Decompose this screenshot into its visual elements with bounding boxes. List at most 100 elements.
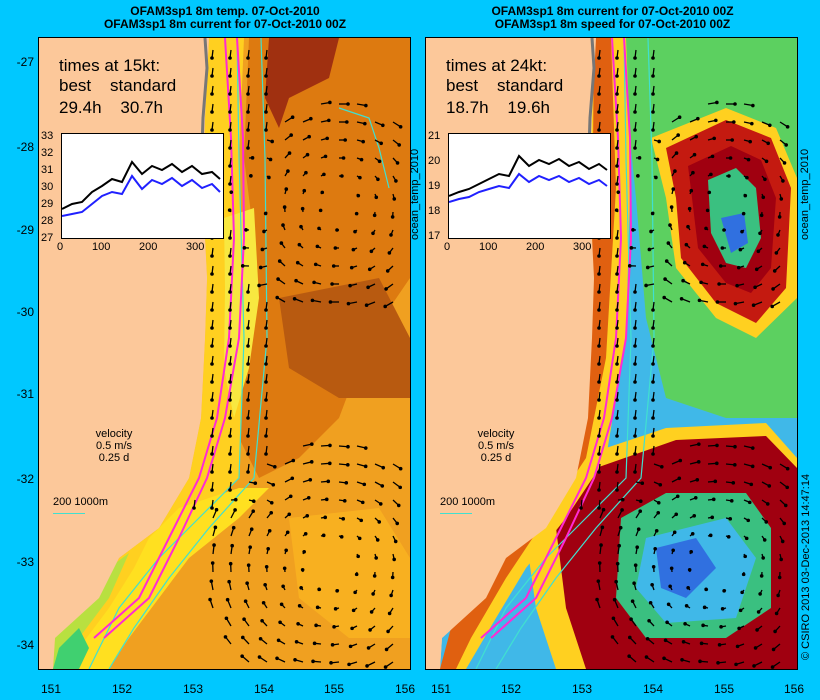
current-arrow-head bbox=[389, 233, 393, 237]
current-arrow-head bbox=[728, 156, 733, 160]
current-arrow-head bbox=[651, 92, 655, 96]
current-arrow-head bbox=[328, 300, 333, 304]
current-arrow-head bbox=[597, 326, 601, 330]
current-arrow-head bbox=[246, 74, 250, 78]
current-arrow-head bbox=[600, 525, 605, 530]
current-arrow-head bbox=[341, 517, 346, 521]
current-arrow-head bbox=[250, 156, 255, 160]
current-arrow-head bbox=[681, 278, 685, 283]
current-arrow-head bbox=[756, 610, 761, 614]
current-arrow-head bbox=[748, 139, 752, 144]
current-arrow-head bbox=[261, 600, 266, 605]
current-arrow-head bbox=[615, 416, 619, 420]
current-arrow-head bbox=[633, 92, 637, 96]
current-arrow-head bbox=[347, 662, 351, 667]
inset-x-tick: 0 bbox=[444, 241, 451, 253]
current-arrow-head bbox=[327, 118, 331, 123]
left-inset-lines bbox=[62, 160, 221, 217]
current-arrow-head bbox=[282, 566, 287, 571]
current-arrow-head bbox=[665, 620, 669, 625]
current-arrow-head bbox=[741, 572, 746, 577]
current-arrow-head bbox=[596, 579, 601, 583]
current-arrow-head bbox=[246, 290, 250, 294]
current-arrow-head bbox=[638, 499, 643, 504]
current-arrow-head bbox=[697, 298, 702, 303]
current-arrow-head bbox=[777, 215, 782, 219]
current-arrow-head bbox=[371, 231, 375, 236]
current-arrow-head bbox=[246, 452, 250, 456]
right-times-heading: times at 24kt: bbox=[446, 56, 548, 75]
current-arrow-head bbox=[633, 563, 638, 568]
current-arrow-head bbox=[286, 169, 290, 173]
current-arrow-head bbox=[351, 247, 356, 252]
current-arrow-head bbox=[651, 110, 655, 114]
current-arrow-head bbox=[633, 56, 637, 60]
current-arrow-head bbox=[305, 152, 310, 157]
current-arrow-head bbox=[330, 643, 335, 647]
current-arrow-head bbox=[687, 206, 692, 211]
current-arrow-head bbox=[717, 643, 722, 647]
current-arrow-head bbox=[749, 482, 754, 487]
current-arrow-head bbox=[597, 128, 601, 132]
current-arrow-head bbox=[597, 416, 601, 420]
current-arrow-head bbox=[615, 452, 619, 456]
current-arrow-head bbox=[666, 602, 671, 607]
right-times-row2: 18.7h 19.6h bbox=[446, 98, 550, 117]
current-arrow-head bbox=[633, 290, 637, 294]
current-arrow-head bbox=[709, 172, 713, 177]
current-arrow-head bbox=[246, 110, 250, 114]
right-velocity-legend: velocity 0.5 m/s 0.25 d bbox=[461, 428, 531, 464]
current-arrow-head bbox=[730, 138, 734, 142]
current-arrow-head bbox=[782, 161, 787, 165]
current-arrow-head bbox=[765, 502, 770, 506]
current-arrow-head bbox=[398, 466, 403, 471]
current-arrow-head bbox=[394, 179, 398, 183]
current-arrow-head bbox=[233, 508, 237, 512]
current-arrow-head bbox=[246, 398, 250, 402]
current-arrow-head bbox=[629, 617, 633, 622]
current-arrow-head bbox=[615, 146, 619, 150]
current-arrow-head bbox=[209, 579, 214, 583]
current-arrow-head bbox=[292, 296, 297, 301]
current-arrow-head bbox=[323, 515, 328, 520]
current-arrow-head bbox=[752, 664, 756, 668]
current-arrow-head bbox=[647, 247, 652, 252]
current-arrow-head bbox=[245, 581, 249, 586]
current-arrow-head bbox=[638, 509, 643, 514]
current-arrow-head bbox=[398, 124, 403, 129]
current-arrow-head bbox=[651, 380, 655, 384]
current-arrow-head bbox=[363, 121, 367, 126]
current-arrow-head bbox=[763, 177, 767, 182]
current-arrow-head bbox=[315, 244, 320, 249]
current-arrow-head bbox=[684, 242, 689, 247]
current-arrow-head bbox=[614, 579, 618, 584]
current-arrow-head bbox=[677, 476, 682, 481]
current-arrow-head bbox=[781, 179, 785, 183]
current-arrow-head bbox=[611, 616, 616, 621]
current-arrow-head bbox=[242, 246, 247, 250]
current-arrow-head bbox=[210, 506, 214, 510]
current-arrow-head bbox=[615, 128, 619, 132]
current-arrow-head bbox=[694, 134, 698, 139]
current-arrow-head bbox=[342, 499, 347, 503]
current-arrow-head bbox=[713, 479, 718, 484]
lon-tick-label: 156 bbox=[394, 682, 416, 696]
current-arrow-head bbox=[759, 574, 764, 578]
current-arrow-head bbox=[779, 557, 783, 562]
current-arrow-head bbox=[359, 157, 364, 162]
current-arrow-head bbox=[231, 525, 236, 530]
current-arrow-head bbox=[258, 265, 263, 270]
current-arrow-head bbox=[761, 556, 765, 560]
current-arrow-head bbox=[276, 638, 281, 643]
current-arrow-head bbox=[657, 139, 661, 144]
current-arrow-head bbox=[359, 518, 364, 523]
current-arrow-head bbox=[651, 398, 655, 402]
current-arrow-head bbox=[597, 452, 601, 456]
current-arrow-head bbox=[715, 300, 720, 304]
current-arrow-head bbox=[228, 182, 232, 186]
current-arrow-head bbox=[615, 380, 619, 384]
current-arrow-head bbox=[379, 141, 383, 146]
current-arrow-head bbox=[776, 593, 780, 598]
current-arrow-head bbox=[269, 510, 274, 515]
current-arrow-head bbox=[768, 123, 772, 128]
